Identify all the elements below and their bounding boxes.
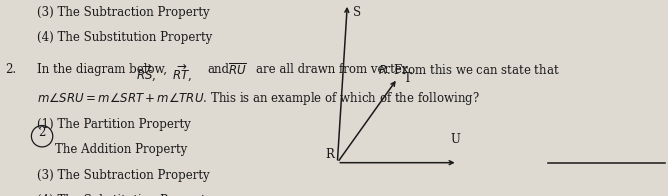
Text: and: and: [208, 63, 230, 76]
Text: (1) The Partition Property: (1) The Partition Property: [37, 118, 190, 131]
Text: 2.: 2.: [5, 63, 17, 76]
Text: $\overline{RU}$: $\overline{RU}$: [228, 63, 246, 78]
Text: (3) The Subtraction Property: (3) The Subtraction Property: [37, 169, 209, 181]
Text: are all drawn from vertex: are all drawn from vertex: [256, 63, 408, 76]
Text: T: T: [404, 72, 412, 85]
Text: $\overrightarrow{RT}$,: $\overrightarrow{RT}$,: [172, 63, 192, 84]
Text: In the diagram below,: In the diagram below,: [37, 63, 167, 76]
Text: (3) The Subtraction Property: (3) The Subtraction Property: [37, 6, 209, 19]
Text: (4) The Substitution Property: (4) The Substitution Property: [37, 31, 212, 44]
Text: $R$. From this we can state that: $R$. From this we can state that: [378, 63, 560, 77]
Text: U: U: [451, 133, 461, 146]
Text: R: R: [325, 148, 334, 161]
Text: The Addition Property: The Addition Property: [55, 143, 188, 156]
Text: S: S: [353, 6, 361, 19]
Text: 2: 2: [38, 126, 46, 139]
Text: $\overrightarrow{RS}$,: $\overrightarrow{RS}$,: [136, 63, 156, 84]
Text: (4) The Substitution Property: (4) The Substitution Property: [37, 194, 212, 196]
Text: $m\angle SRU = m\angle SRT + m\angle TRU$. This is an example of which of the fo: $m\angle SRU = m\angle SRT + m\angle TRU…: [37, 90, 480, 107]
